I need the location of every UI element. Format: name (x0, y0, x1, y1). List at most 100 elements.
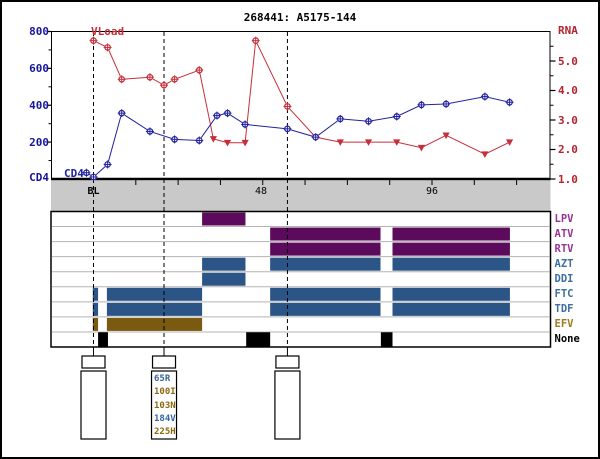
vload-triangle-marker (209, 136, 217, 143)
drug-bar-ATV (392, 227, 510, 241)
marker-circle (284, 125, 291, 133)
drug-bar-TDF (270, 302, 381, 316)
vial-cap (151, 355, 177, 369)
vload-triangle-marker (442, 132, 450, 140)
cd4-series-label: CD4 (64, 167, 84, 180)
drug-label-None: None (554, 333, 580, 346)
marker-circle (118, 75, 126, 83)
vload-triangle-marker (481, 151, 489, 159)
marker-circle (224, 109, 231, 117)
marker-circle (171, 75, 178, 83)
drug-bar-FTC (92, 287, 99, 301)
vial-cap (275, 355, 300, 369)
drug-label-ATV: ATV (554, 228, 574, 241)
mutation-label: 100I (154, 387, 176, 398)
marker-circle (195, 137, 203, 144)
marker-circle (365, 117, 372, 125)
vload-triangle-marker (364, 139, 373, 146)
rna-axis-tick-label: 4.0 (558, 84, 578, 97)
drug-bar-TDF (106, 302, 203, 316)
rna-axis-tick-label: 2.0 (558, 143, 578, 156)
drug-bar-AZT (392, 257, 510, 271)
marker-circle (312, 133, 319, 141)
marker-circle (160, 81, 168, 89)
cd4-axis-tick-label: 400 (29, 98, 49, 112)
x-tick-label-week48: 48 (254, 186, 268, 197)
vload-triangle-marker (223, 139, 232, 147)
marker-circle (252, 37, 260, 44)
vload-triangle-marker (505, 139, 514, 146)
mutation-label: 65R (154, 374, 171, 384)
marker-circle (442, 100, 450, 108)
drug-bar-DDI (202, 272, 246, 286)
mutation-label: 225H (154, 427, 176, 438)
vload-triangle-marker (417, 144, 426, 152)
marker-circle (83, 169, 90, 177)
drug-bar-FTC (106, 287, 203, 301)
drug-bar-TDF (392, 302, 510, 316)
cd4-axis-tick-label: 200 (29, 135, 49, 149)
marker-circle (195, 66, 203, 74)
cd4-axis-title: CD4 (29, 171, 49, 184)
drug-bar-RTV (270, 242, 381, 256)
marker-circle (146, 73, 154, 81)
x-tick-label-week96: 96 (425, 186, 439, 197)
cd4-axis-tick-label: 600 (29, 61, 49, 75)
cd4-axis-tick-label: 800 (29, 25, 49, 38)
drug-label-RTV: RTV (554, 243, 574, 256)
marker-circle (104, 161, 111, 168)
drug-bar-ATV (270, 227, 381, 241)
marker-circle (418, 101, 425, 109)
drug-bar-None (246, 332, 271, 348)
marker-circle (90, 173, 97, 181)
drug-bar-TDF (92, 302, 99, 316)
marker-circle (104, 44, 111, 51)
mutation-label: 184V (154, 413, 176, 424)
page-title: 268441: A5175-144 (243, 11, 357, 24)
rna-axis-tick-label: 1.0 (558, 172, 578, 186)
drug-label-LPV: LPV (554, 213, 574, 225)
rna-axis-tick-label: 5.0 (558, 54, 578, 68)
drug-bar-FTC (392, 287, 510, 301)
marker-circle (171, 136, 178, 143)
drug-label-EFV: EFV (554, 318, 574, 331)
marker-circle (336, 115, 344, 123)
marker-circle (146, 128, 154, 135)
plot-border (51, 31, 551, 180)
mutation-label: 103N (154, 400, 176, 411)
marker-circle (241, 121, 249, 128)
drug-label-TDF: TDF (554, 303, 574, 316)
drug-bar-FTC (270, 287, 381, 301)
drug-bar-EFV (92, 317, 99, 331)
marker-circle (481, 93, 489, 100)
drug-bar-AZT (270, 257, 381, 271)
drug-bar-RTV (392, 242, 510, 256)
drug-bar-None (380, 332, 393, 348)
vial-body (80, 370, 107, 440)
marker-circle (284, 103, 291, 110)
drug-label-FTC: FTC (554, 288, 574, 301)
rna-axis-tick-label: 3.0 (558, 113, 578, 127)
vial-cap (81, 355, 106, 369)
marker-circle (393, 113, 401, 120)
vial-body (150, 370, 178, 440)
marker-circle (213, 112, 221, 119)
mutation-list: 65R 100I 103N 184V 225H (154, 373, 178, 439)
drug-bar-EFV (106, 317, 203, 331)
rna-axis-title: RNA (558, 24, 578, 37)
vload-triangle-marker (336, 139, 344, 146)
drug-bar-LPV (202, 212, 246, 226)
vload-triangle-marker (241, 139, 249, 147)
marker-circle (506, 98, 513, 106)
drug-bar-AZT (202, 257, 246, 271)
vload-series-label: VLoad (91, 25, 125, 38)
drug-label-DDI: DDI (554, 273, 574, 286)
x-tick-label-baseline: BL (87, 186, 100, 197)
drug-bar-None (98, 332, 108, 348)
marker-circle (118, 109, 126, 117)
drug-label-AZT: AZT (554, 258, 574, 271)
vload-triangle-marker (393, 139, 401, 146)
marker-circle (90, 37, 97, 44)
